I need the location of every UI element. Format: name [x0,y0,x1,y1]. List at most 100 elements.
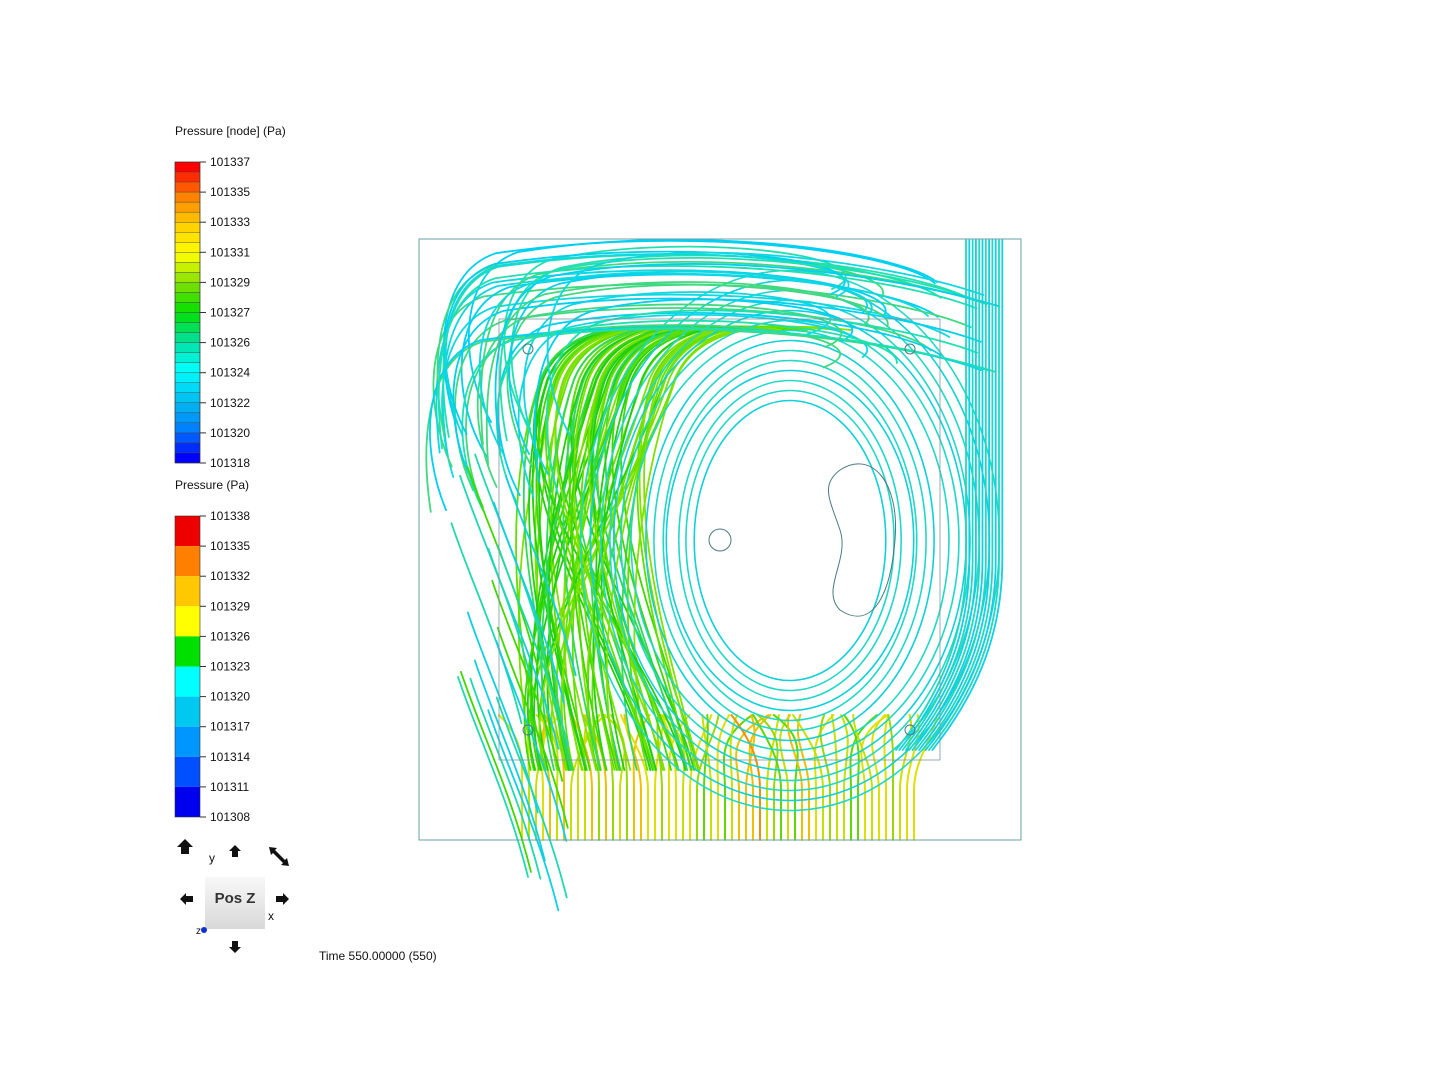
streamline [476,303,843,488]
legend-band [174,171,201,183]
legend-band [175,756,200,787]
streamline [787,714,803,841]
streamline [931,239,1004,751]
legend-band [175,636,200,667]
legend-band [174,332,201,343]
streamline [819,714,831,841]
streamline [497,312,942,497]
legend-band [174,442,201,454]
legend-band [174,211,201,223]
legend-label: 101333 [210,215,250,229]
streamline [772,714,799,841]
legend-band [174,372,201,383]
cube-face[interactable] [205,877,265,929]
legend-band [174,392,201,403]
streamline [662,359,918,722]
axis-label: x [268,909,274,923]
legend-band [174,312,201,323]
streamline [887,714,895,841]
legend-label: 101331 [210,245,250,259]
streamline [852,714,873,841]
streamline [492,501,565,704]
nav-arrows[interactable] [177,839,289,953]
streamline [665,369,915,712]
streamline [466,465,539,668]
streamline [905,239,977,751]
legend-label: 101326 [210,336,250,350]
streamline [467,238,938,424]
legend-label: 101317 [210,720,250,734]
streamlines [425,238,1004,912]
legend-band [175,606,200,637]
streamline [460,671,532,873]
streamline [469,677,542,880]
streamline [645,339,935,742]
legend-band [174,382,201,393]
streamline [860,714,889,841]
streamline [487,709,560,912]
legend-band [174,432,201,444]
legend-label: 101314 [210,750,250,764]
legend-band [174,282,201,293]
streamline [630,329,950,752]
streamline [499,257,977,442]
streamline [620,319,960,762]
streamline [899,714,913,841]
streamline [901,239,974,751]
legend-label: 101335 [210,539,250,553]
streamline [908,239,981,751]
streamline [495,696,568,899]
streamline [496,626,569,829]
streamline [843,714,860,841]
streamline [506,283,972,469]
streamline [696,714,720,841]
streamline [756,714,779,841]
legend-band [174,181,201,193]
legend-band [174,232,201,243]
streamline [619,714,649,841]
cube-label: Pos Z [215,890,256,907]
legend-band [174,422,201,434]
legend-label: 101308 [210,810,250,824]
streamline [685,389,895,692]
legend-label: 101329 [210,599,250,613]
streamline [730,714,761,841]
streamline [766,714,780,841]
time-label: Time 550.00000 (550) [319,949,437,963]
axis-dot [201,927,207,933]
legend-band [174,272,201,283]
legend-band [174,191,201,203]
streamline [871,714,887,841]
streamline [494,263,1001,448]
streamline [504,474,577,677]
streamline [678,379,902,702]
streamline [752,714,782,841]
streamline [508,270,887,455]
legend-band [174,452,201,464]
legend-label: 101311 [210,780,249,794]
legend-label: 101320 [210,426,250,440]
legend-band [175,576,200,607]
streamline [432,283,889,468]
streamline [924,239,997,751]
legend-band [174,302,201,313]
legend-label: 101324 [210,366,250,380]
streamline [437,265,978,450]
streamline [461,327,990,512]
view-cube[interactable]: Pos Z y x z [177,839,289,953]
legend-band [174,362,201,373]
legend-band [175,546,200,577]
legend-label: 101326 [210,629,250,643]
axis-label: z [196,926,201,937]
streamline [895,239,967,751]
streamline [914,239,987,751]
streamline [653,349,927,732]
legend-band [175,666,200,697]
streamline [545,309,978,494]
legend-title: Pressure [node] (Pa) [175,124,286,138]
streamline [576,714,607,841]
legend-band [174,242,201,253]
streamline [473,659,546,862]
streamline [796,714,810,841]
